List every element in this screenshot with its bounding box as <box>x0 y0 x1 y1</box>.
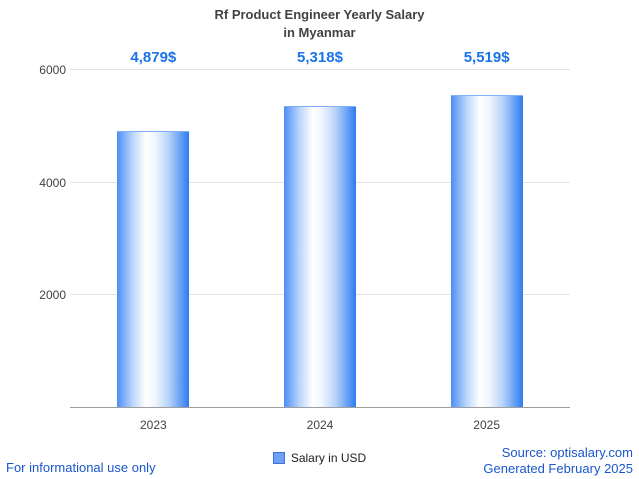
bar-value-label-2024: 5,318$ <box>297 49 343 66</box>
bar-value-label-2025: 5,519$ <box>463 49 510 66</box>
generated-date: Generated February 2025 <box>483 460 633 476</box>
x-category-label-2023: 2023 <box>139 418 167 432</box>
y-tick-label-4000: 4000 <box>39 175 66 190</box>
x-axis-line <box>70 407 570 408</box>
chart-title-line2: in Myanmar <box>283 24 356 40</box>
y-tick-label-2000: 2000 <box>39 288 66 303</box>
x-category-label-2025: 2025 <box>473 418 500 432</box>
legend-swatch-icon <box>272 452 285 464</box>
bar-value-label-2023: 4,879$ <box>130 49 177 66</box>
plot-area: 2000 4000 6000 4,879$ 2023 5,318$ 2024 5,519$ 20… <box>39 49 570 432</box>
bar-2023 <box>117 131 190 407</box>
legend-label: Salary in USD <box>290 451 367 465</box>
bar-2024 <box>284 106 356 407</box>
disclaimer-text: For informational use only <box>6 460 156 475</box>
legend: Salary in USD <box>0 451 639 465</box>
source-link[interactable]: Source: optisalary.com <box>501 444 633 460</box>
chart-title: Rf Product Engineer Yearly Salary in Mya… <box>0 6 639 41</box>
x-category-label-2024: 2024 <box>306 418 334 432</box>
source-block: Source: optisalary.com Generated Februar… <box>483 445 633 478</box>
chart-title-line1: Rf Product Engineer Yearly Salary <box>214 7 425 22</box>
bar-2025 <box>450 95 523 407</box>
gridline-6000 <box>70 69 570 70</box>
y-tick-label-6000: 6000 <box>39 63 66 77</box>
